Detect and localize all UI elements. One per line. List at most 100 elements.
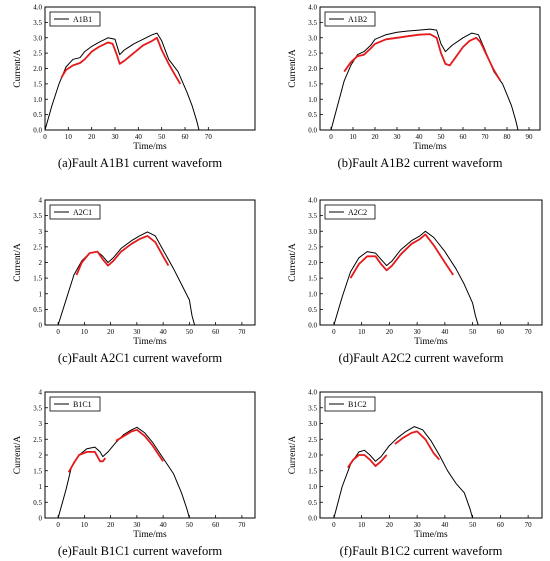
x-tick-label: 40 (416, 133, 424, 141)
y-tick-label: 1 (39, 290, 43, 298)
x-tick-label: 0 (332, 328, 336, 336)
x-tick-label: 0 (329, 133, 333, 141)
y-tick-label: 0.5 (308, 111, 317, 119)
panel-caption: (e)Fault B1C1 current waveform (58, 544, 222, 558)
y-tick-label: 2.5 (308, 436, 317, 444)
diagnosed-waveform-line (394, 430, 440, 461)
reference-waveform-line (57, 231, 196, 326)
y-tick-label: 4 (39, 197, 43, 205)
x-tick-label: 40 (160, 328, 168, 336)
panel-caption: (f)Fault B1C2 current waveform (340, 544, 503, 558)
y-tick-label: 2.5 (33, 243, 42, 251)
x-axis-label: Time/ms (413, 142, 447, 152)
chart-panel-e: 00.511.522.533.540 10 20 30 40 50 60 70Time/msC… (13, 389, 256, 558)
reference-waveform-line (333, 426, 474, 519)
panel-caption: (a)Fault A1B1 current waveform (58, 156, 222, 170)
y-tick-label: 4 (39, 389, 43, 397)
y-tick-label: 1.0 (308, 290, 317, 298)
x-tick-label: 60 (497, 521, 505, 529)
y-tick-label: 2.0 (33, 65, 42, 73)
y-tick-label: 0.0 (33, 127, 42, 135)
x-tick-label: 30 (133, 521, 141, 529)
x-tick-label: 0 (56, 521, 60, 529)
x-tick-label: 70 (482, 133, 490, 141)
diagnosed-waveform-line (60, 36, 182, 85)
x-tick-label: 50 (186, 521, 194, 529)
x-tick-label: 0 (332, 521, 336, 529)
y-tick-label: 3.5 (308, 212, 317, 220)
chart-panel-f: 0.0 0.5 1.0 1.5 2.0 2.5 3.0 3.5 4.0 0 10 20 30 40 50 60… (288, 389, 543, 558)
x-tick-label: 70 (525, 328, 533, 336)
y-axis-label: Current/A (13, 436, 23, 475)
chart-panel-c: 00.511.522.533.540 10 20 30 40 50 60 70Time/msC… (13, 197, 256, 365)
y-tick-label: 0.5 (308, 306, 317, 314)
x-axis-label: Time/ms (414, 337, 448, 347)
y-tick-label: 2.0 (308, 65, 317, 73)
x-axis-label: Time/ms (133, 337, 167, 347)
x-tick-label: 10 (81, 521, 89, 529)
legend-label: A2C1 (73, 208, 92, 217)
chart-panel-a: 0.0 0.5 1.0 1.5 2.0 2.5 3.0 3.5 4.0 0 10 20 30 40 50 60… (13, 4, 256, 170)
reference-waveform-line (44, 32, 200, 131)
legend-box (49, 11, 101, 27)
legend-box (324, 11, 376, 27)
x-tick-label: 60 (497, 328, 505, 336)
x-tick-label: 30 (112, 133, 120, 141)
y-tick-label: 3.5 (33, 212, 42, 220)
x-tick-label: 0 (56, 328, 60, 336)
x-tick-label: 20 (372, 133, 380, 141)
y-tick-label: 2 (39, 452, 43, 460)
reference-waveform-line (57, 426, 190, 519)
x-tick-label: 20 (386, 328, 394, 336)
y-tick-label: 1.0 (33, 96, 42, 104)
x-tick-label: 10 (350, 133, 358, 141)
panel-caption: (b)Fault A1B2 current waveform (338, 156, 503, 170)
x-tick-label: 30 (414, 521, 422, 529)
x-tick-label: 80 (504, 133, 512, 141)
y-tick-label: 1.0 (308, 96, 317, 104)
x-tick-label: 60 (212, 521, 220, 529)
x-tick-label: 20 (88, 133, 96, 141)
y-tick-label: 2 (39, 259, 43, 267)
y-tick-label: 0.0 (308, 322, 317, 330)
y-tick-label: 4.0 (308, 389, 317, 397)
x-tick-label: 30 (414, 328, 422, 336)
legend-label: A2C2 (348, 208, 367, 217)
y-tick-label: 4.0 (33, 4, 42, 12)
x-tick-label: 50 (186, 328, 194, 336)
y-tick-label: 0.0 (308, 127, 317, 135)
x-tick-label: 10 (358, 521, 366, 529)
y-tick-label: 2.5 (33, 436, 42, 444)
y-tick-label: 1 (39, 483, 43, 491)
diagnosed-waveform-line (115, 428, 164, 462)
reference-waveform-line (333, 230, 479, 326)
x-tick-label: 20 (107, 328, 115, 336)
y-tick-label: 3.5 (308, 19, 317, 27)
diagnosed-waveform-line (347, 454, 388, 469)
x-tick-label: 40 (441, 328, 449, 336)
y-tick-label: 0.0 (308, 515, 317, 523)
y-tick-label: 3.0 (308, 34, 317, 42)
legend-box (49, 204, 101, 220)
x-tick-label: 20 (386, 521, 394, 529)
reference-waveform-line (330, 28, 519, 131)
x-tick-label: 60 (212, 328, 220, 336)
y-tick-label: 0.5 (308, 499, 317, 507)
y-tick-label: 2.5 (308, 243, 317, 251)
y-tick-label: 3.5 (33, 19, 42, 27)
x-tick-label: 60 (460, 133, 468, 141)
y-tick-label: 1.5 (33, 467, 42, 475)
y-tick-label: 1.5 (308, 275, 317, 283)
diagnosed-waveform-line (75, 234, 170, 276)
x-axis-label: Time/ms (133, 530, 167, 540)
x-tick-label: 70 (205, 133, 213, 141)
chart-panel-d: 0.0 0.5 1.0 1.5 2.0 2.5 3.0 3.5 4.0 0 10 20 30 40 50 60… (288, 197, 543, 365)
y-tick-label: 3.0 (33, 34, 42, 42)
x-tick-label: 0 (43, 133, 47, 141)
legend-label: A1B2 (348, 15, 367, 24)
x-tick-label: 10 (65, 133, 73, 141)
y-axis-label: Current/A (288, 243, 298, 282)
y-tick-label: 1.5 (33, 275, 42, 283)
x-tick-label: 10 (81, 328, 89, 336)
